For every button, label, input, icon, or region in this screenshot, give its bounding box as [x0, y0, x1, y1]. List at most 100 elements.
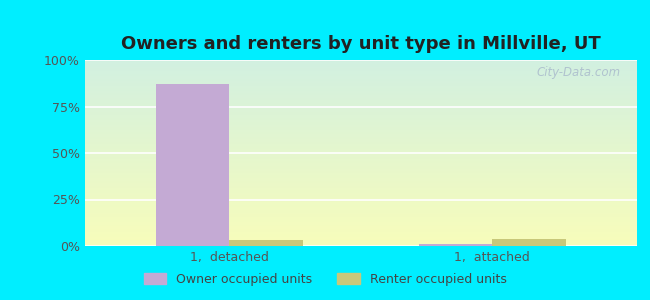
Bar — [84, 95, 637, 96]
Bar — [84, 89, 637, 90]
Bar — [84, 101, 637, 102]
Bar — [84, 191, 637, 192]
Bar — [84, 68, 637, 69]
Bar — [84, 139, 637, 140]
Bar — [84, 125, 637, 126]
Bar — [84, 200, 637, 201]
Bar — [84, 224, 637, 225]
Bar — [84, 131, 637, 132]
Bar — [84, 79, 637, 80]
Bar — [84, 226, 637, 227]
Bar — [84, 145, 637, 146]
Bar — [84, 202, 637, 203]
Bar — [84, 179, 637, 180]
Bar — [84, 96, 637, 97]
Bar — [84, 214, 637, 215]
Text: City-Data.com: City-Data.com — [536, 66, 620, 79]
Bar — [84, 223, 637, 224]
Bar — [84, 218, 637, 219]
Bar — [84, 127, 637, 128]
Bar — [84, 64, 637, 66]
Bar — [84, 92, 637, 94]
Bar — [84, 198, 637, 199]
Bar — [84, 193, 637, 194]
Title: Owners and renters by unit type in Millville, UT: Owners and renters by unit type in Millv… — [121, 35, 601, 53]
Bar — [84, 160, 637, 161]
Bar — [84, 177, 637, 178]
Bar — [84, 243, 637, 244]
Bar — [84, 85, 637, 86]
Bar — [84, 149, 637, 150]
Bar — [84, 97, 637, 98]
Bar — [84, 74, 637, 75]
Bar — [84, 168, 637, 169]
Bar — [84, 122, 637, 123]
Bar — [84, 152, 637, 153]
Bar — [84, 146, 637, 147]
Bar — [84, 238, 637, 239]
Bar — [84, 217, 637, 218]
Bar — [492, 238, 566, 246]
Bar — [84, 112, 637, 113]
Bar — [84, 155, 637, 156]
Bar — [84, 187, 637, 188]
Bar — [84, 172, 637, 173]
Bar — [84, 175, 637, 176]
Bar — [84, 212, 637, 214]
Bar — [84, 130, 637, 131]
Bar — [84, 166, 637, 167]
Bar — [155, 84, 229, 246]
Bar — [84, 138, 637, 139]
Bar — [84, 192, 637, 193]
Bar — [84, 128, 637, 129]
Bar — [84, 67, 637, 68]
Bar — [84, 222, 637, 223]
Bar — [84, 178, 637, 179]
Bar — [84, 73, 637, 74]
Bar — [84, 123, 637, 124]
Bar — [84, 94, 637, 95]
Bar — [84, 159, 637, 160]
Bar — [84, 75, 637, 76]
Bar — [84, 211, 637, 212]
Bar — [84, 225, 637, 226]
Bar — [84, 171, 637, 172]
Bar — [84, 124, 637, 125]
Bar — [84, 119, 637, 120]
Bar — [84, 99, 637, 100]
Bar — [84, 107, 637, 108]
Bar — [84, 134, 637, 135]
Bar — [84, 77, 637, 78]
Bar — [84, 66, 637, 67]
Bar — [84, 215, 637, 216]
Bar — [84, 244, 637, 245]
Bar — [84, 111, 637, 112]
Bar — [84, 161, 637, 162]
Bar — [84, 143, 637, 144]
Bar — [84, 60, 637, 61]
Bar — [84, 78, 637, 79]
Bar — [84, 181, 637, 182]
Bar — [84, 106, 637, 107]
Bar — [84, 231, 637, 232]
Bar — [84, 153, 637, 154]
Bar — [84, 199, 637, 200]
Bar — [84, 195, 637, 196]
Bar — [84, 190, 637, 191]
Bar — [84, 72, 637, 73]
Bar — [84, 165, 637, 166]
Bar — [84, 169, 637, 170]
Bar — [84, 157, 637, 158]
Bar — [84, 206, 637, 207]
Bar — [84, 203, 637, 204]
Bar — [84, 137, 637, 138]
Legend: Owner occupied units, Renter occupied units: Owner occupied units, Renter occupied un… — [138, 268, 512, 291]
Bar — [84, 132, 637, 133]
Bar — [84, 102, 637, 103]
Bar — [84, 241, 637, 242]
Bar — [84, 170, 637, 171]
Bar — [84, 234, 637, 235]
Bar — [84, 185, 637, 187]
Bar — [84, 208, 637, 209]
Bar — [84, 174, 637, 175]
